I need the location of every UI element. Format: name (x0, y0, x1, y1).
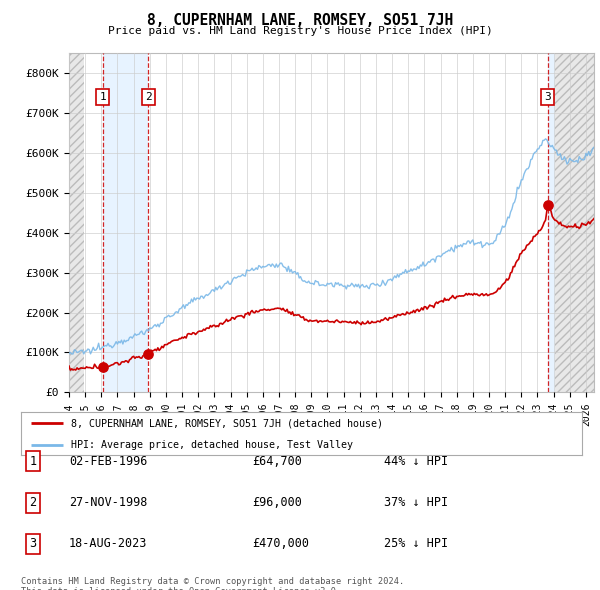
Point (98, 362, 107, 371)
Bar (548, 53, 555, 392)
Text: 27-NOV-1998: 27-NOV-1998 (69, 496, 148, 509)
Text: 37% ↓ HPI: 37% ↓ HPI (384, 496, 448, 509)
Text: 2: 2 (145, 92, 152, 102)
Text: Contains HM Land Registry data © Crown copyright and database right 2024.
This d: Contains HM Land Registry data © Crown c… (21, 577, 404, 590)
Text: 3: 3 (29, 537, 37, 550)
Text: £64,700: £64,700 (252, 455, 302, 468)
Text: 18-AUG-2023: 18-AUG-2023 (69, 537, 148, 550)
Text: HPI: Average price, detached house, Test Valley: HPI: Average price, detached house, Test… (71, 440, 353, 450)
Text: 2: 2 (29, 496, 37, 509)
Text: 8, CUPERNHAM LANE, ROMSEY, SO51 7JH: 8, CUPERNHAM LANE, ROMSEY, SO51 7JH (147, 13, 453, 28)
Text: 8, CUPERNHAM LANE, ROMSEY, SO51 7JH (detached house): 8, CUPERNHAM LANE, ROMSEY, SO51 7JH (det… (71, 418, 383, 428)
Text: 1: 1 (100, 92, 106, 102)
Bar (555, 53, 594, 392)
Point (143, 349, 153, 359)
Text: 25% ↓ HPI: 25% ↓ HPI (384, 537, 448, 550)
Bar (103, 53, 148, 392)
Point (543, 200, 553, 209)
Text: 1: 1 (29, 455, 37, 468)
Text: £470,000: £470,000 (252, 537, 309, 550)
Text: 3: 3 (544, 92, 551, 102)
Bar (69, 53, 84, 392)
Text: £96,000: £96,000 (252, 496, 302, 509)
Text: 02-FEB-1996: 02-FEB-1996 (69, 455, 148, 468)
Text: Price paid vs. HM Land Registry's House Price Index (HPI): Price paid vs. HM Land Registry's House … (107, 26, 493, 36)
Text: 44% ↓ HPI: 44% ↓ HPI (384, 455, 448, 468)
